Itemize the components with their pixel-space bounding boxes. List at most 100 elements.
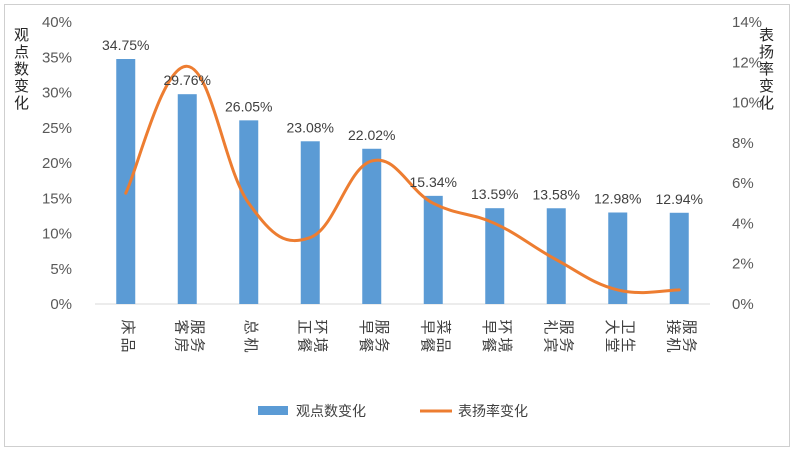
- bar-data-label: 12.98%: [594, 190, 641, 206]
- category-label: 床品: [119, 319, 137, 352]
- y-left-tick-label: 35%: [42, 49, 72, 66]
- category-label-char: 务: [373, 337, 391, 352]
- category-label-char: 总: [242, 319, 260, 334]
- bar: [362, 148, 382, 304]
- legend: 观点数变化 表扬率变化: [258, 403, 528, 420]
- category-label-char: 服: [557, 319, 575, 334]
- category-label-char: 房: [172, 337, 190, 352]
- y-left-tick-label: 10%: [42, 226, 72, 243]
- category-label-char: 餐: [480, 337, 498, 352]
- bar: [177, 94, 197, 304]
- category-label-char: 客: [172, 319, 190, 334]
- category-label-char: 礼: [541, 319, 559, 334]
- y-right-axis-title-char: 变: [759, 77, 774, 95]
- category-label-char: 宾: [541, 337, 559, 352]
- bar-data-label: 15.34%: [410, 174, 457, 190]
- y-right-tick-label: 8%: [732, 135, 754, 152]
- category-label: 总机: [242, 319, 260, 352]
- legend-bar-swatch: [258, 406, 288, 415]
- legend-bar-label: 观点数变化: [296, 404, 366, 420]
- y-right-axis-title-char: 表: [759, 26, 774, 44]
- line-path: [124, 64, 681, 295]
- category-label-char: 品: [434, 337, 452, 352]
- category-label-char: 生: [619, 337, 637, 352]
- category-label-char: 服: [188, 319, 206, 334]
- bar-data-label: 29.76%: [164, 72, 211, 88]
- y-left-tick-label: 25%: [42, 120, 72, 137]
- category-label-char: 菜: [434, 319, 452, 334]
- bar: [423, 195, 443, 304]
- data-labels: 34.75% 29.76% 26.05% 23.08% 22.02% 15.34% 13.5…: [102, 37, 703, 207]
- category-label-char: 餐: [295, 337, 313, 352]
- category-label-char: 机: [664, 337, 682, 352]
- bar: [608, 212, 628, 304]
- category-label-char: 机: [242, 337, 260, 352]
- category-label-char: 大: [603, 319, 621, 334]
- category-label-char: 卫: [619, 319, 637, 334]
- bar-data-label: 13.58%: [533, 186, 580, 202]
- y-left-tick-label: 40%: [42, 14, 72, 31]
- y-right-tick-label: 6%: [732, 175, 754, 192]
- bar-data-label: 23.08%: [287, 119, 334, 135]
- y-right-tick-label: 10%: [732, 95, 762, 112]
- y-right-axis-title-char: 扬: [759, 43, 774, 61]
- category-label-char: 务: [680, 337, 698, 352]
- line-series: [124, 64, 681, 295]
- y-left-tick-label: 30%: [42, 85, 72, 102]
- bar: [485, 208, 505, 304]
- category-label-char: 餐: [418, 337, 436, 352]
- y-left-tick-label: 20%: [42, 155, 72, 172]
- bar: [300, 141, 320, 304]
- category-label-char: 早: [418, 319, 436, 334]
- bar-data-label: 34.75%: [102, 37, 149, 53]
- category-label-char: 品: [119, 337, 137, 352]
- y-left-axis-title-char: 化: [14, 94, 29, 112]
- y-left-tick-label: 5%: [50, 261, 72, 278]
- category-label-char: 服: [680, 319, 698, 334]
- bar: [546, 208, 566, 304]
- y-right-tick-label: 4%: [732, 215, 754, 232]
- category-label-char: 服: [373, 319, 391, 334]
- y-left-axis-title-char: 点: [14, 43, 29, 61]
- category-label-char: 床: [119, 319, 137, 334]
- y-right-tick-label: 0%: [732, 296, 754, 313]
- category-label-char: 堂: [603, 337, 621, 352]
- y-left-axis-title-char: 数: [14, 60, 29, 78]
- legend-line-label: 表扬率变化: [458, 403, 528, 420]
- category-label-char: 餐: [357, 337, 375, 352]
- bar-series: [116, 59, 689, 305]
- bar-data-label: 26.05%: [225, 98, 272, 114]
- y-left-tick-label: 15%: [42, 190, 72, 207]
- category-label-char: 早: [480, 319, 498, 334]
- y-left-tick-label: 0%: [50, 296, 72, 313]
- bar-data-label: 22.02%: [348, 127, 395, 143]
- category-label-char: 务: [188, 337, 206, 352]
- y-left-axis-title-char: 观: [14, 26, 29, 44]
- category-label-char: 正: [295, 319, 313, 334]
- bar-data-label: 13.59%: [471, 186, 518, 202]
- y-right-tick-label: 2%: [732, 256, 754, 273]
- axes-layer: 0% 5% 10% 15% 20% 25% 30% 35% 40% 0% 2% 4% 6% 8% 10% 12…: [14, 14, 774, 313]
- bar: [669, 212, 689, 304]
- category-label-char: 早: [357, 319, 375, 334]
- category-label-char: 接: [664, 319, 682, 334]
- category-label-char: 境: [496, 337, 514, 352]
- bar: [239, 120, 259, 304]
- y-right-axis-title-char: 率: [759, 60, 774, 78]
- bar-data-label: 12.94%: [656, 191, 703, 207]
- y-right-tick-label: 14%: [732, 14, 762, 31]
- category-label-char: 境: [311, 337, 329, 352]
- category-label-char: 环: [496, 319, 514, 334]
- category-label-char: 务: [557, 337, 575, 352]
- bar: [116, 59, 136, 305]
